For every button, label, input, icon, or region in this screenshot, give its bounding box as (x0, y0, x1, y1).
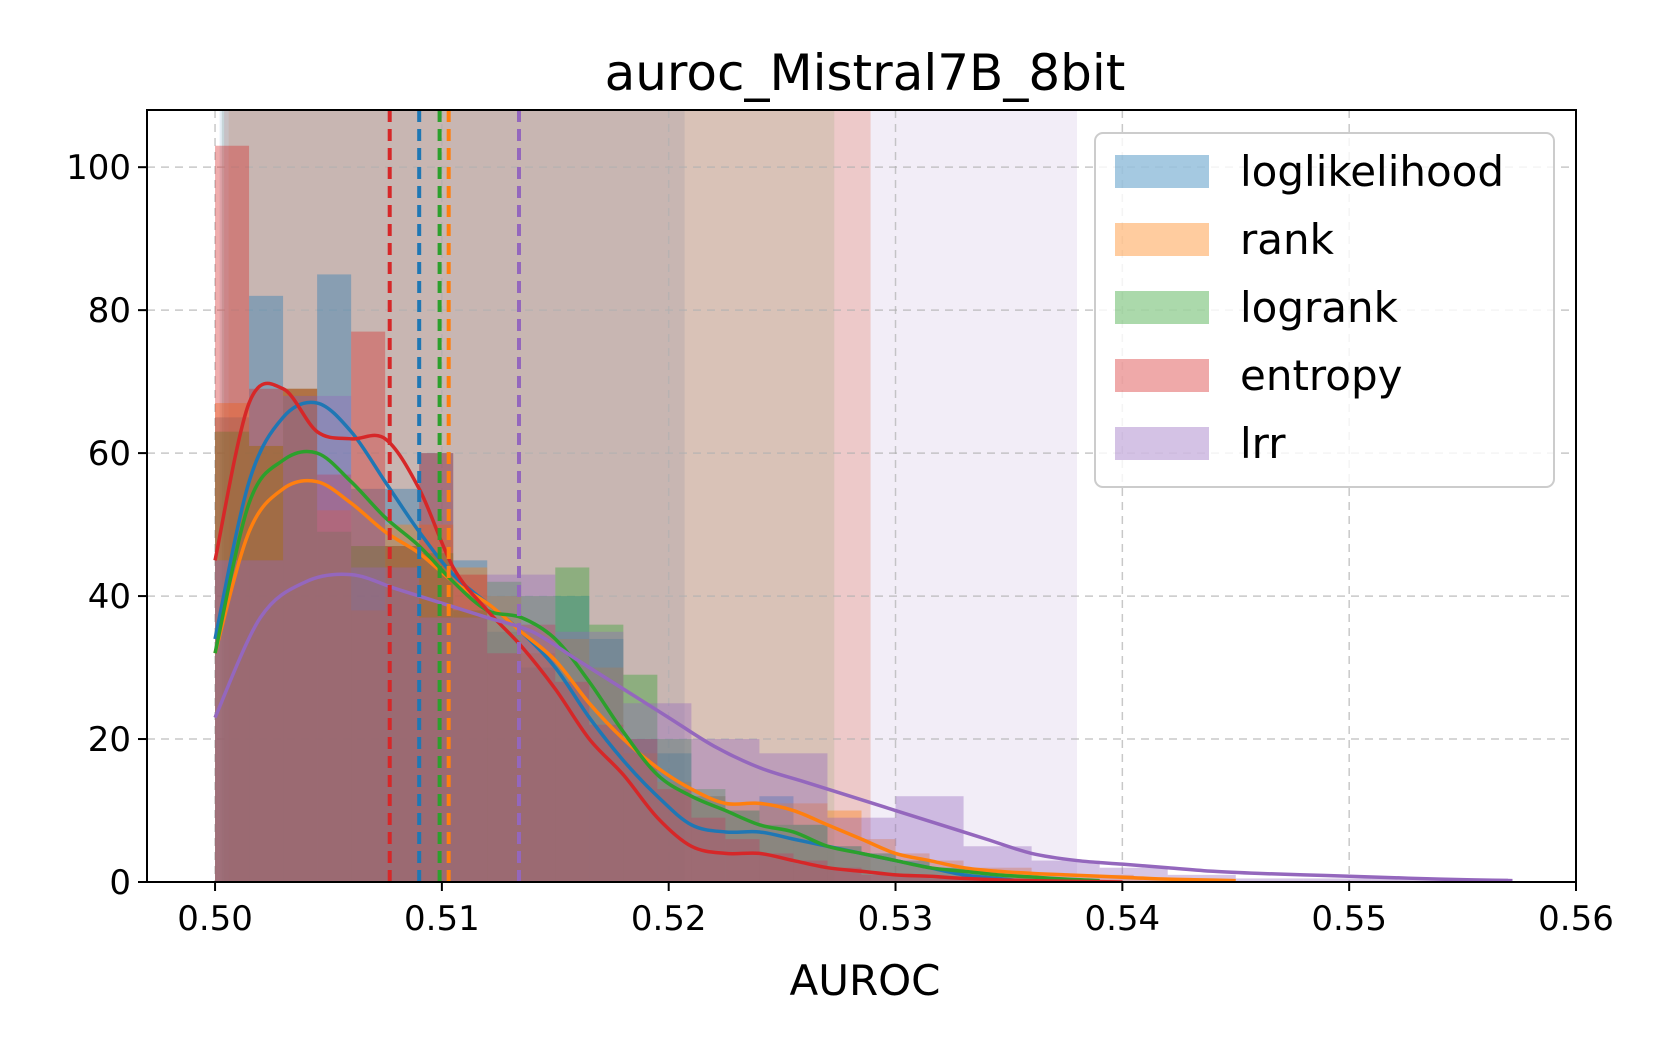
mean-lines (387, 110, 521, 882)
x-tick-label: 0.56 (1538, 899, 1614, 939)
x-tick-label: 0.51 (404, 899, 480, 939)
legend-swatch (1115, 155, 1209, 188)
hist-bar (419, 617, 488, 882)
hist-bar (929, 878, 964, 882)
y-tick-label: 80 (88, 291, 131, 331)
hist-bar (589, 667, 624, 882)
hist-bar (283, 388, 318, 882)
hist-bar (317, 510, 352, 882)
y-tick-label: 100 (66, 148, 131, 188)
hist-logrank (215, 388, 1066, 882)
x-tick-label: 0.52 (631, 899, 707, 939)
hist-bar (351, 546, 386, 882)
hist-bar (283, 388, 318, 882)
kde-entropy (213, 381, 1123, 882)
hist-bar (555, 567, 590, 882)
legend-swatch (1115, 427, 1209, 460)
hist-bar (453, 567, 488, 882)
hist-bar (283, 395, 352, 882)
hist-bar (453, 610, 488, 882)
legend-item-entropy: entropy (1115, 351, 1402, 400)
y-tick-label: 60 (88, 434, 131, 474)
hist-bar (1235, 878, 1304, 882)
band-entropy (224, 110, 871, 882)
hist-bar (385, 546, 420, 882)
legend-swatch (1115, 223, 1209, 256)
hist-bar (215, 403, 250, 882)
y-tick-label: 0 (109, 863, 131, 903)
hist-bar (623, 753, 658, 882)
hist-bar (759, 803, 794, 882)
x-tick-label: 0.53 (858, 899, 934, 939)
hist-bar (691, 796, 726, 882)
hist-bar (317, 474, 352, 882)
hist-bar (691, 796, 726, 882)
legend-item-logrank: logrank (1115, 283, 1399, 332)
hist-bar (589, 724, 624, 882)
hist-bar (487, 653, 522, 882)
hist-bar (317, 274, 352, 882)
plot-frame (146, 109, 1577, 883)
band-logrank (221, 110, 835, 882)
hist-bar (487, 631, 522, 882)
hist-bar (487, 596, 522, 882)
legend-swatch (1115, 359, 1209, 392)
hist-bar (725, 839, 760, 882)
hist-rank (215, 388, 1202, 882)
hist-bar (521, 653, 556, 882)
legend-item-lrr: lrr (1115, 419, 1286, 468)
legend: loglikelihood rank logrank entropy lrr (1094, 132, 1555, 488)
hist-bar (657, 753, 692, 882)
chart-title: auroc_Mistral7B_8bit (605, 44, 1126, 102)
y-tick-label: 20 (88, 720, 131, 760)
axes: 0.50 0.51 0.52 0.53 0.54 0.55 0.56 0 20 40 60 80 100 (66, 109, 1614, 939)
x-axis-label: AUROC (789, 956, 940, 1005)
hist-bar (215, 145, 250, 882)
hist-bar (351, 488, 386, 882)
legend-label: rank (1240, 215, 1335, 264)
hist-bar (351, 610, 386, 882)
y-tick-label: 40 (88, 577, 131, 617)
legend-label: entropy (1240, 351, 1402, 400)
band-loglikelihood (219, 110, 685, 882)
hist-bar (385, 546, 420, 882)
histograms (215, 145, 1508, 882)
legend-label: loglikelihood (1240, 147, 1504, 196)
legend-item-rank: rank (1115, 215, 1335, 264)
kde-logrank (213, 449, 1100, 882)
kde-rank (213, 478, 1236, 882)
legend-label: lrr (1240, 419, 1286, 468)
legend-box (1094, 132, 1555, 488)
hist-bar (861, 874, 896, 882)
band-rank (228, 110, 871, 882)
hist-bar (895, 874, 930, 882)
x-tick-label: 0.54 (1084, 899, 1160, 939)
hist-bar (521, 667, 556, 882)
legend-item-loglikelihood: loglikelihood (1115, 147, 1504, 196)
hist-bar (1303, 878, 1372, 882)
hist-bar (351, 331, 386, 882)
x-tick-label: 0.55 (1311, 899, 1387, 939)
kde-curves (213, 381, 1513, 882)
hist-bar (1371, 878, 1440, 882)
legend-swatch (1115, 291, 1209, 324)
hist-entropy (215, 145, 998, 882)
kde-lrr (213, 572, 1513, 882)
hist-bar (453, 574, 488, 882)
hist-bar (487, 581, 522, 882)
x-tick-label: 0.50 (177, 899, 253, 939)
hist-bar (283, 388, 318, 882)
hist-bar (623, 703, 692, 882)
hist-bar (997, 874, 1032, 882)
legend-label: logrank (1240, 283, 1399, 332)
hist-bar (351, 567, 420, 882)
hist-bar (317, 531, 352, 882)
hist-bar (283, 395, 318, 882)
